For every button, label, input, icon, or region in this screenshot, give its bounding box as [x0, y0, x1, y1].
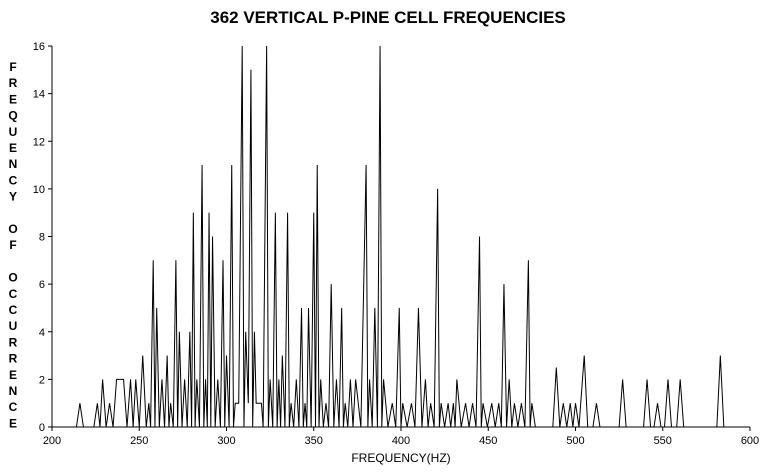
- chart-title: 362 VERTICAL P-PINE CELL FREQUENCIES: [210, 8, 566, 27]
- x-tick-label: 300: [217, 435, 235, 447]
- x-tick-label: 200: [43, 435, 61, 447]
- x-tick-label: 250: [130, 435, 148, 447]
- y-tick-label: 2: [39, 374, 45, 386]
- y-tick-label: 4: [39, 327, 45, 339]
- data-line: [52, 45, 750, 428]
- x-tick-label: 550: [654, 435, 672, 447]
- y-tick-label: 16: [33, 41, 45, 53]
- y-axis-label: FREQUENCY OF OCCURRENCE: [6, 60, 20, 433]
- y-tick-label: 14: [33, 89, 45, 101]
- x-axis-label: FREQUENCY(HZ): [351, 451, 450, 465]
- y-tick-label: 0: [39, 422, 45, 434]
- y-tick-label: 6: [39, 279, 45, 291]
- y-tick-label: 10: [33, 184, 45, 196]
- x-tick-label: 350: [305, 435, 323, 447]
- y-tick-label: 8: [39, 232, 45, 244]
- x-tick-label: 500: [566, 435, 584, 447]
- x-tick-label: 450: [479, 435, 497, 447]
- x-tick-label: 400: [392, 435, 410, 447]
- x-tick-label: 600: [741, 435, 759, 447]
- y-tick-label: 12: [33, 136, 45, 148]
